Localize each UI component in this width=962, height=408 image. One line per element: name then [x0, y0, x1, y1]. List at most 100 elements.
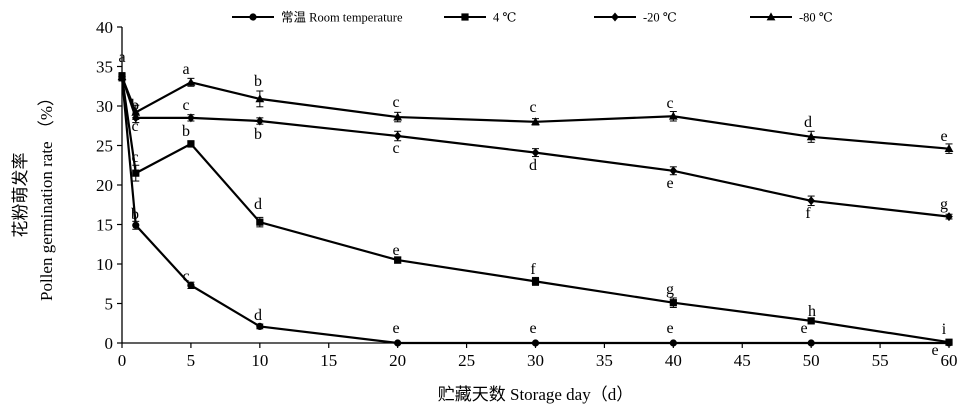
legend-item-0: 常温 Room temperature [232, 11, 403, 25]
legend-label: 4 ℃ [493, 11, 516, 25]
significance-label: e [529, 320, 536, 337]
data-point [669, 166, 678, 176]
data-point [256, 116, 264, 126]
y-tick-label: 5 [105, 295, 114, 314]
significance-label: c [131, 118, 138, 135]
x-tick-label: 25 [458, 351, 475, 370]
x-tick-label: 20 [389, 351, 406, 370]
y-tick-label: 15 [96, 216, 113, 235]
data-point [531, 277, 540, 285]
data-point [187, 140, 195, 148]
data-point [531, 117, 540, 126]
y-tick-label: 40 [96, 18, 113, 37]
significance-label: e [392, 242, 399, 259]
significance-label: d [804, 114, 812, 131]
significance-label: a [182, 61, 189, 78]
data-point [256, 218, 264, 226]
significance-label: b [254, 126, 262, 143]
x-tick-label: 55 [872, 351, 889, 370]
legend-marker [249, 13, 257, 21]
data-point [256, 322, 264, 331]
series-line [120, 76, 950, 218]
x-tick-label: 10 [251, 351, 268, 370]
y-tick-label: 35 [96, 58, 113, 77]
data-point [944, 144, 954, 153]
significance-label: e [931, 342, 938, 359]
significance-label: c [182, 268, 189, 285]
ticks: 0 5 10 15 20 25 30 35 40 0 5 10 15 20 25 30 35 40 45 50 55 60 [96, 18, 958, 370]
x-tick-label: 0 [118, 351, 127, 370]
data-point [187, 281, 195, 289]
axes [121, 27, 949, 344]
data-point [806, 132, 816, 141]
significance-label: e [666, 175, 673, 192]
data-point [186, 77, 196, 86]
significance-label: c [182, 97, 189, 114]
y-tick-label: 25 [96, 137, 113, 156]
data-point [807, 196, 815, 206]
significance-label: b [131, 97, 139, 114]
legend-item-3: -80 ℃ [750, 11, 833, 25]
significance-label: c [392, 140, 399, 157]
significance-label: i [942, 321, 947, 338]
significance-label: g [940, 196, 948, 213]
significance-label: c [131, 149, 138, 166]
y-tick-label: 0 [105, 334, 114, 353]
y-axis-title-cn: 花粉萌发率 [11, 153, 30, 238]
significance-label: c [392, 94, 399, 111]
significance-label: h [808, 303, 816, 320]
data-point [394, 256, 402, 264]
x-tick-label: 40 [665, 351, 682, 370]
significance-label: d [529, 157, 537, 174]
significance-label: e [392, 320, 399, 337]
x-tick-label: 30 [527, 351, 544, 370]
significance-label: c [529, 99, 536, 116]
y-tick-label: 30 [96, 97, 113, 116]
data-point [668, 111, 678, 120]
series-line [120, 76, 949, 345]
y-tick-label: 20 [96, 176, 113, 195]
data-point [945, 212, 953, 222]
data-point [132, 221, 140, 229]
significance-label: a [118, 49, 125, 66]
data-point [393, 131, 402, 141]
x-axis-title: 贮藏天数 Storage day（d） [438, 385, 633, 404]
significance-label: e [940, 128, 947, 145]
legend-item-1: 4 ℃ [444, 11, 516, 25]
series-line [120, 76, 950, 344]
data-point [393, 112, 403, 121]
x-tick-label: 50 [803, 351, 820, 370]
legend-label: -20 ℃ [643, 11, 677, 25]
significance-label: g [666, 281, 674, 298]
significance-label: e [666, 320, 673, 337]
y-tick-label: 10 [96, 255, 113, 274]
legend-marker [611, 12, 619, 22]
data-point [255, 94, 265, 103]
data-point [807, 317, 815, 325]
significance-label: b [254, 73, 262, 90]
data-point [945, 338, 953, 346]
significance-label: d [254, 307, 262, 324]
significance-label: f [805, 205, 811, 222]
legend-marker [766, 12, 776, 21]
legend-label: -80 ℃ [799, 11, 833, 25]
legend: 常温 Room temperature 4 ℃ -20 ℃ -80 ℃ [232, 11, 833, 25]
x-tick-label: 5 [187, 351, 196, 370]
significance-label: d [254, 196, 262, 213]
x-tick-label: 15 [320, 351, 337, 370]
x-tick-label: 60 [941, 351, 958, 370]
series-3 [117, 72, 954, 154]
legend-item-2: -20 ℃ [594, 11, 677, 25]
x-tick-label: 35 [596, 351, 613, 370]
significance-label: f [530, 261, 536, 278]
data-point [531, 148, 540, 158]
significance-label: b [182, 123, 190, 140]
y-axis-title-en: Pollen germination rate （%） [37, 89, 56, 301]
significance-label: e [800, 320, 807, 337]
data-point [669, 299, 677, 307]
legend-marker [461, 13, 469, 21]
x-tick-label: 45 [734, 351, 751, 370]
significance-label: c [666, 95, 673, 112]
